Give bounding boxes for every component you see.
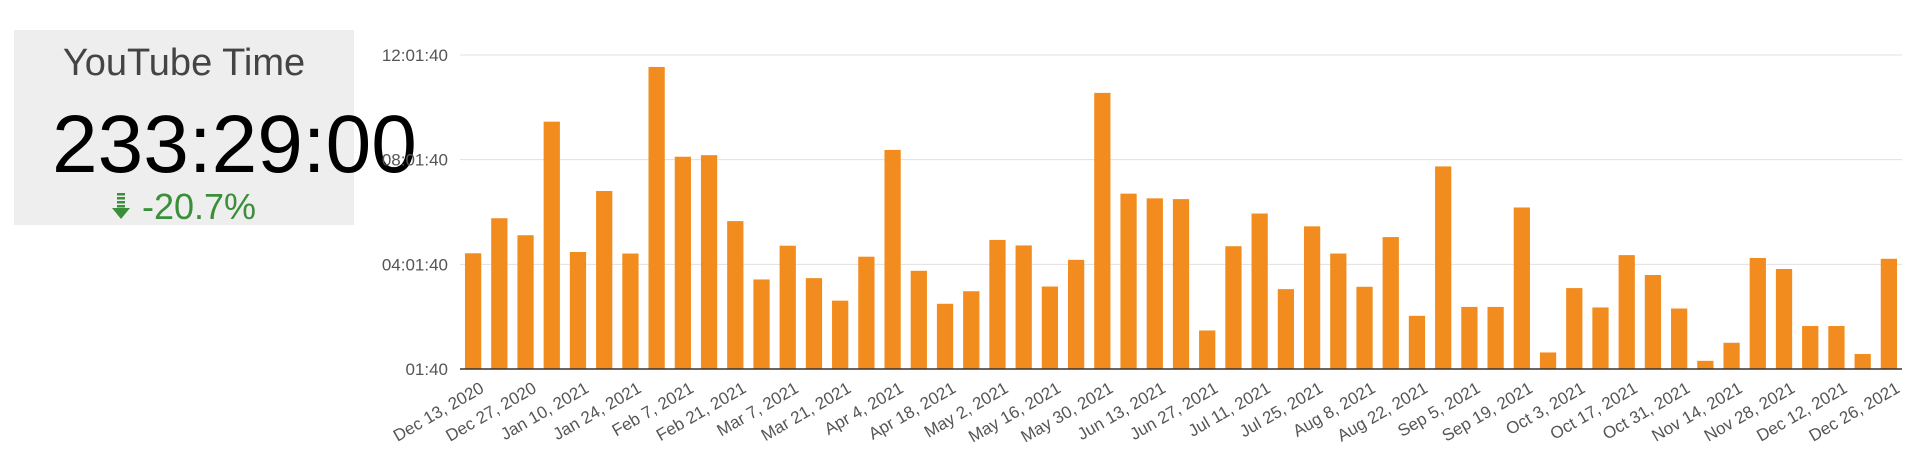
bar[interactable] bbox=[1880, 258, 1898, 369]
bar[interactable] bbox=[1802, 326, 1819, 369]
bar[interactable] bbox=[1067, 259, 1085, 369]
bar[interactable] bbox=[1854, 354, 1871, 369]
bar[interactable] bbox=[1592, 307, 1609, 369]
bars bbox=[464, 66, 1898, 370]
bar[interactable] bbox=[1435, 166, 1452, 369]
y-tick-label: 08:01:40 bbox=[382, 151, 448, 170]
bar[interactable] bbox=[1618, 255, 1635, 369]
bar[interactable] bbox=[1461, 306, 1478, 369]
bar[interactable] bbox=[1277, 289, 1295, 369]
bar[interactable] bbox=[832, 300, 849, 369]
scorecard-delta-value: -20.7% bbox=[141, 186, 257, 227]
bar[interactable] bbox=[1120, 193, 1137, 369]
bar[interactable] bbox=[648, 66, 665, 370]
bar[interactable] bbox=[1330, 253, 1347, 369]
bar[interactable] bbox=[464, 253, 482, 369]
bar[interactable] bbox=[1828, 326, 1845, 369]
bar[interactable] bbox=[779, 245, 796, 369]
bar[interactable] bbox=[910, 270, 927, 369]
bar[interactable] bbox=[1723, 342, 1740, 369]
bar[interactable] bbox=[1697, 360, 1714, 369]
bar[interactable] bbox=[1225, 246, 1242, 369]
y-axis-labels: 01:40 04:01:40 08:01:40 12:01:40 bbox=[382, 46, 448, 379]
bar[interactable] bbox=[1408, 315, 1426, 369]
bar[interactable] bbox=[936, 303, 954, 369]
bar[interactable] bbox=[1146, 198, 1163, 369]
bar[interactable] bbox=[596, 191, 613, 369]
scorecard: YouTube Time 233:29:00 -20.7% bbox=[14, 30, 417, 228]
bar[interactable] bbox=[1015, 245, 1032, 369]
bar[interactable] bbox=[1644, 275, 1662, 369]
bar[interactable] bbox=[1382, 237, 1399, 369]
bar[interactable] bbox=[963, 291, 980, 369]
bar[interactable] bbox=[700, 155, 718, 369]
bar[interactable] bbox=[1041, 286, 1059, 369]
bar[interactable] bbox=[1303, 226, 1321, 369]
bar[interactable] bbox=[1775, 268, 1793, 369]
bar[interactable] bbox=[622, 253, 639, 369]
bar[interactable] bbox=[1487, 306, 1504, 369]
bar[interactable] bbox=[858, 256, 875, 369]
bar[interactable] bbox=[1356, 286, 1373, 369]
y-tick-label: 04:01:40 bbox=[382, 255, 448, 274]
bar[interactable] bbox=[805, 278, 823, 369]
scorecard-value: 233:29:00 bbox=[52, 99, 417, 190]
bar[interactable] bbox=[1513, 207, 1530, 369]
bar[interactable] bbox=[1172, 199, 1190, 369]
y-tick-label: 01:40 bbox=[405, 360, 448, 379]
bar[interactable] bbox=[1749, 257, 1766, 369]
bar[interactable] bbox=[989, 239, 1006, 369]
bar[interactable] bbox=[543, 121, 560, 369]
down-arrow-icon bbox=[111, 186, 130, 228]
bar[interactable] bbox=[1094, 92, 1111, 370]
bar[interactable] bbox=[1199, 330, 1216, 369]
bar[interactable] bbox=[1251, 213, 1268, 369]
bar[interactable] bbox=[1566, 288, 1583, 369]
bar[interactable] bbox=[491, 218, 508, 369]
bar[interactable] bbox=[727, 221, 744, 369]
bar[interactable] bbox=[569, 251, 587, 369]
bar[interactable] bbox=[517, 235, 534, 369]
bar[interactable] bbox=[1539, 352, 1557, 369]
bar[interactable] bbox=[884, 149, 901, 369]
scorecard-title: YouTube Time bbox=[62, 42, 306, 84]
bar[interactable] bbox=[674, 156, 691, 369]
scorecard-delta: -20.7% bbox=[14, 186, 354, 228]
bar[interactable] bbox=[753, 279, 770, 369]
y-tick-label: 12:01:40 bbox=[382, 46, 448, 65]
bar[interactable] bbox=[1671, 308, 1688, 369]
